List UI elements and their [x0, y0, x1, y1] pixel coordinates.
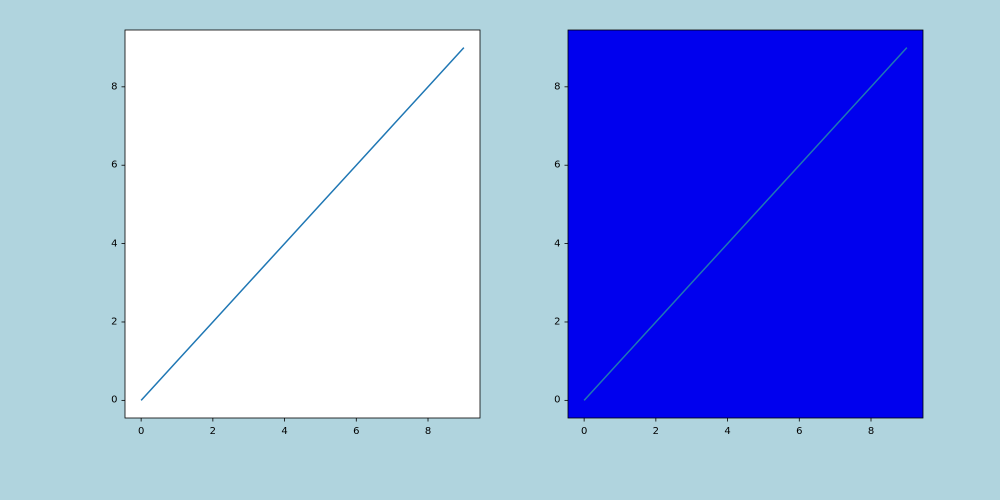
- xtick-label: 6: [796, 426, 802, 437]
- xtick-label: 2: [210, 426, 216, 437]
- ytick-label: 0: [111, 395, 117, 406]
- xtick-label: 8: [425, 426, 431, 437]
- ytick-label: 0: [554, 395, 560, 406]
- plot-area-left: [125, 30, 480, 418]
- ytick-label: 2: [554, 316, 560, 327]
- figure: 02468024680246802468: [0, 0, 1000, 500]
- ytick-label: 8: [554, 81, 560, 92]
- ytick-label: 2: [111, 316, 117, 327]
- ytick-label: 6: [111, 160, 117, 171]
- xtick-label: 6: [353, 426, 359, 437]
- xtick-label: 0: [581, 426, 587, 437]
- xtick-label: 0: [138, 426, 144, 437]
- axes-left: 0246802468: [125, 30, 480, 418]
- plot-area-right: [568, 30, 923, 418]
- xtick-label: 8: [868, 426, 874, 437]
- ytick-label: 6: [554, 160, 560, 171]
- ytick-label: 4: [111, 238, 117, 249]
- xtick-label: 2: [653, 426, 659, 437]
- ytick-label: 8: [111, 81, 117, 92]
- xtick-label: 4: [724, 426, 730, 437]
- ytick-label: 4: [554, 238, 560, 249]
- axes-right: 0246802468: [568, 30, 923, 418]
- xtick-label: 4: [281, 426, 287, 437]
